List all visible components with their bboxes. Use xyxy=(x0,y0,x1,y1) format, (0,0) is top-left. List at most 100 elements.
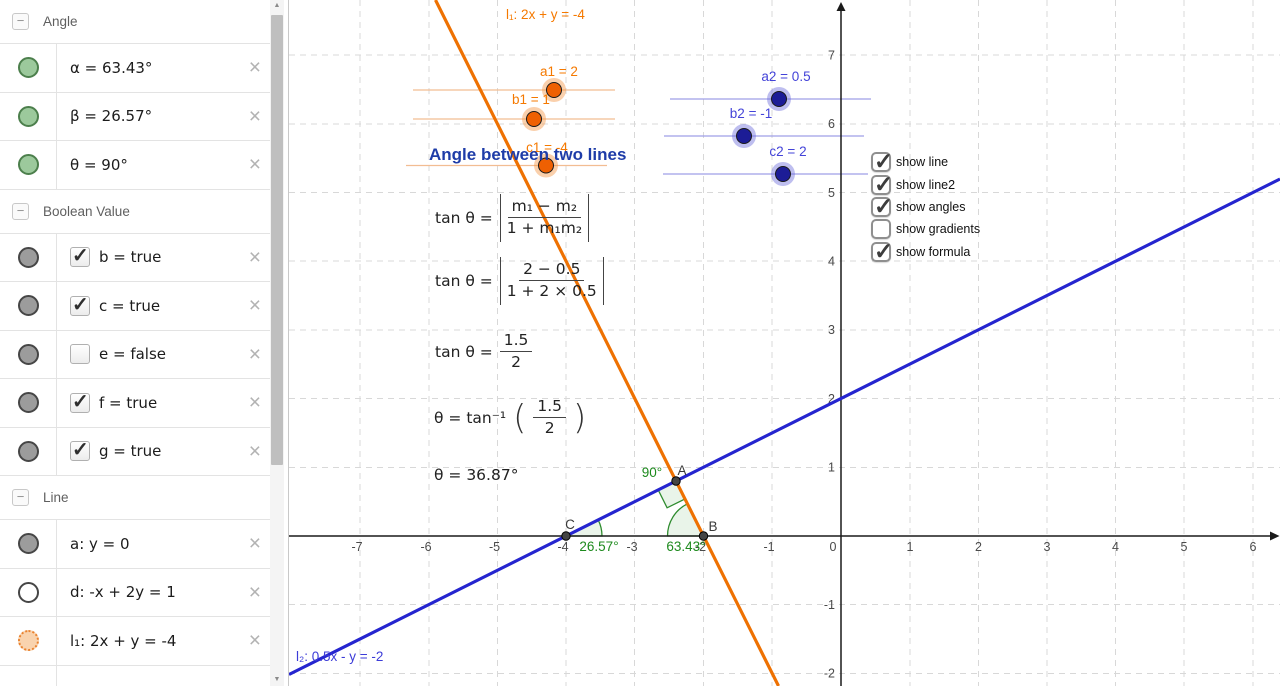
close-icon[interactable]: × xyxy=(248,629,261,653)
checkbox-show-line2: ✓ show line2 xyxy=(871,171,980,197)
close-icon[interactable]: × xyxy=(248,342,261,366)
svg-text:7: 7 xyxy=(828,49,835,63)
section-header-angle: − Angle xyxy=(0,0,270,44)
point-A[interactable] xyxy=(671,476,681,486)
check-icon: ✓ xyxy=(874,192,894,219)
visibility-toggle-circle[interactable] xyxy=(17,581,39,603)
visibility-toggle-circle[interactable] xyxy=(17,105,39,127)
close-icon[interactable]: × xyxy=(248,104,261,128)
angle-sector-63[interactable] xyxy=(666,502,705,537)
close-icon[interactable]: × xyxy=(248,153,261,177)
visibility-toggle-circle[interactable] xyxy=(17,392,39,414)
section-title: Boolean Value xyxy=(43,203,130,219)
check-icon: ✓ xyxy=(874,170,894,197)
algebra-row-f: ✓ f = true × xyxy=(0,379,270,428)
boolean-checkbox[interactable]: ✓ xyxy=(70,294,90,316)
section-header-line: − Line xyxy=(0,476,270,520)
row-label: α = 63.43° xyxy=(70,58,153,77)
collapse-icon[interactable]: − xyxy=(12,489,29,506)
algebra-row-e: e = false × xyxy=(0,330,270,379)
close-icon[interactable]: × xyxy=(248,294,261,318)
close-icon[interactable]: × xyxy=(248,439,261,463)
svg-text:6: 6 xyxy=(1250,540,1257,554)
close-icon[interactable]: × xyxy=(248,391,261,415)
scroll-down-icon[interactable]: ▼ xyxy=(273,676,281,683)
slider-a2-label: a2 = 0.5 xyxy=(761,69,810,84)
graph-title-text: Angle between two lines xyxy=(429,145,627,164)
show-line2-checkbox[interactable]: ✓ xyxy=(871,171,893,197)
visibility-toggle-circle[interactable] xyxy=(17,57,39,79)
svg-text:0: 0 xyxy=(830,540,837,554)
slider-a2-knob[interactable] xyxy=(767,87,791,111)
line-l2-blue[interactable] xyxy=(289,177,1280,676)
formula-f1: tan θ = m₁ − m₂ 1 + m₁m₂ xyxy=(435,194,590,242)
check-icon: ✓ xyxy=(874,148,894,175)
svg-text:6: 6 xyxy=(828,117,835,131)
show-formula-checkbox[interactable]: ✓ xyxy=(871,238,893,264)
slider-b1-knob[interactable] xyxy=(522,107,546,131)
svg-text:4: 4 xyxy=(828,255,835,269)
slider-c1-label: c1 = -4 xyxy=(526,140,568,155)
checkbox-label: show gradients xyxy=(896,222,981,237)
check-icon: ✓ xyxy=(72,293,89,316)
x-axis-arrow-icon xyxy=(1270,531,1280,541)
close-icon[interactable]: × xyxy=(248,532,261,556)
formula-lhs: tan θ = xyxy=(435,342,493,361)
visibility-toggle-circle[interactable] xyxy=(17,343,39,365)
visibility-toggle-circle[interactable] xyxy=(17,440,39,462)
algebra-row-g: ✓ g = true × xyxy=(0,427,270,476)
show-angles-checkbox[interactable]: ✓ xyxy=(871,193,893,219)
slider-c2-knob[interactable] xyxy=(771,162,795,186)
algebra-row-alpha: α = 63.43° × xyxy=(0,44,270,93)
close-icon[interactable]: × xyxy=(248,245,261,269)
scroll-up-icon[interactable]: ▲ xyxy=(273,2,281,9)
visibility-toggle-circle[interactable] xyxy=(17,295,39,317)
visibility-toggle-circle[interactable] xyxy=(17,246,39,268)
point-C[interactable] xyxy=(561,531,571,541)
formula-lhs: tan θ = xyxy=(435,208,493,227)
checkbox-label: show formula xyxy=(896,244,971,259)
boolean-checkbox[interactable]: ✓ xyxy=(70,439,90,462)
row-label: β = 26.57° xyxy=(70,107,153,126)
visibility-toggle-circle[interactable] xyxy=(17,630,39,652)
algebra-row-line-l1: l₁: 2x + y = -4 × xyxy=(0,617,270,666)
collapse-icon[interactable]: − xyxy=(12,13,29,30)
boolean-checkbox-unchecked[interactable] xyxy=(70,344,90,365)
slider-b2-knob[interactable] xyxy=(732,124,756,148)
panel-divider[interactable] xyxy=(288,0,289,686)
algebra-row-partial xyxy=(0,665,270,686)
section-title: Angle xyxy=(43,14,78,29)
formula-denominator: 2 xyxy=(511,353,521,372)
svg-text:3: 3 xyxy=(1044,540,1051,554)
graphics-view: -7 -6 -5 -4 -3 -2 -1 0 1 2 3 4 5 6 7 6 5… xyxy=(289,0,1280,686)
show-gradients-checkbox[interactable] xyxy=(871,219,891,240)
visibility-toggle-circle[interactable] xyxy=(17,533,39,555)
panel-scrollbar[interactable]: ▲ ▼ xyxy=(270,0,284,686)
section-header-boolean: − Boolean Value xyxy=(0,190,270,234)
formula-numerator: m₁ − m₂ xyxy=(507,197,582,219)
point-A-label: A xyxy=(677,463,686,478)
scrollbar-thumb[interactable] xyxy=(271,15,283,465)
boolean-checkbox[interactable]: ✓ xyxy=(70,245,90,268)
check-icon: ✓ xyxy=(72,390,89,413)
formula-numerator: 1.5 xyxy=(499,331,533,353)
slider-tracks xyxy=(406,89,871,175)
check-icon: ✓ xyxy=(72,439,89,462)
checkbox-show-formula: ✓ show formula xyxy=(871,238,980,264)
close-icon[interactable]: × xyxy=(248,56,261,80)
close-icon[interactable]: × xyxy=(248,580,261,604)
angle-label-90: 90° xyxy=(642,465,662,480)
visibility-toggle-circle[interactable] xyxy=(17,154,39,176)
slider-a1-knob[interactable] xyxy=(542,78,566,102)
formula-numerator: 2 − 0.5 xyxy=(519,260,585,282)
slider-c1-knob[interactable] xyxy=(534,153,558,178)
boolean-checkbox[interactable]: ✓ xyxy=(70,391,90,413)
formula-f2: tan θ = 2 − 0.5 1 + 2 × 0.5 xyxy=(435,257,604,305)
checkbox-label: show line xyxy=(896,155,949,170)
line-l1-orange[interactable] xyxy=(434,0,780,686)
slider-a1-label: a1 = 2 xyxy=(540,64,578,79)
collapse-icon[interactable]: − xyxy=(12,202,29,220)
point-B[interactable] xyxy=(698,531,709,541)
row-label: e = false xyxy=(99,345,167,364)
show-line-checkbox[interactable]: ✓ xyxy=(871,148,893,174)
